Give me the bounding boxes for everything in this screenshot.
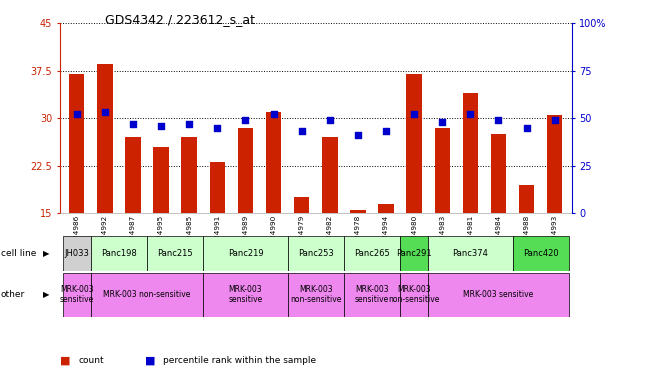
- Point: [156, 122, 166, 129]
- Point: [212, 124, 223, 131]
- Bar: [182, 137, 197, 213]
- Text: Panc253: Panc253: [298, 249, 333, 258]
- Bar: [547, 115, 562, 213]
- Bar: [512, 236, 569, 271]
- Bar: [428, 273, 569, 317]
- Point: [72, 111, 82, 118]
- Bar: [344, 236, 400, 271]
- Point: [128, 121, 138, 127]
- Bar: [266, 112, 281, 213]
- Bar: [428, 236, 512, 271]
- Text: ■: ■: [60, 356, 70, 366]
- Text: Panc265: Panc265: [354, 249, 390, 258]
- Bar: [203, 273, 288, 317]
- Bar: [288, 236, 344, 271]
- Point: [268, 111, 279, 118]
- Text: MRK-003
non-sensitive: MRK-003 non-sensitive: [290, 285, 341, 305]
- Text: other: other: [1, 290, 25, 299]
- Bar: [62, 273, 91, 317]
- Bar: [491, 134, 506, 213]
- Bar: [400, 273, 428, 317]
- Bar: [519, 185, 534, 213]
- Text: MRK-003 non-sensitive: MRK-003 non-sensitive: [104, 290, 191, 299]
- Bar: [203, 236, 288, 271]
- Bar: [406, 74, 422, 213]
- Point: [437, 119, 447, 125]
- Text: Panc374: Panc374: [452, 249, 488, 258]
- Text: Panc291: Panc291: [396, 249, 432, 258]
- Point: [493, 117, 504, 123]
- Bar: [210, 162, 225, 213]
- Text: MRK-003
sensitive: MRK-003 sensitive: [229, 285, 262, 305]
- Text: ■: ■: [145, 356, 155, 366]
- Bar: [350, 210, 366, 213]
- Bar: [154, 147, 169, 213]
- Bar: [147, 236, 203, 271]
- Text: Panc215: Panc215: [158, 249, 193, 258]
- Text: MRK-003 sensitive: MRK-003 sensitive: [464, 290, 534, 299]
- Bar: [344, 273, 400, 317]
- Point: [381, 128, 391, 134]
- Bar: [322, 137, 337, 213]
- Text: MRK-003
non-sensitive: MRK-003 non-sensitive: [389, 285, 440, 305]
- Text: percentile rank within the sample: percentile rank within the sample: [163, 356, 316, 366]
- Point: [184, 121, 195, 127]
- Text: count: count: [78, 356, 104, 366]
- Bar: [69, 74, 85, 213]
- Bar: [378, 204, 394, 213]
- Text: MRK-003
sensitive: MRK-003 sensitive: [355, 285, 389, 305]
- Bar: [91, 236, 147, 271]
- Text: JH033: JH033: [64, 249, 89, 258]
- Point: [100, 109, 110, 116]
- Bar: [294, 197, 309, 213]
- Bar: [97, 64, 113, 213]
- Text: ▶: ▶: [43, 290, 49, 299]
- Bar: [400, 236, 428, 271]
- Point: [240, 117, 251, 123]
- Bar: [434, 127, 450, 213]
- Text: Panc219: Panc219: [228, 249, 263, 258]
- Text: cell line: cell line: [1, 249, 36, 258]
- Point: [325, 117, 335, 123]
- Point: [521, 124, 532, 131]
- Text: MRK-003
sensitive: MRK-003 sensitive: [60, 285, 94, 305]
- Bar: [238, 127, 253, 213]
- Text: Panc198: Panc198: [101, 249, 137, 258]
- Bar: [463, 93, 478, 213]
- Point: [409, 111, 419, 118]
- Point: [296, 128, 307, 134]
- Bar: [288, 273, 344, 317]
- Point: [465, 111, 476, 118]
- Bar: [62, 236, 91, 271]
- Point: [549, 117, 560, 123]
- Bar: [125, 137, 141, 213]
- Point: [353, 132, 363, 138]
- Bar: [91, 273, 203, 317]
- Text: Panc420: Panc420: [523, 249, 559, 258]
- Text: GDS4342 / 223612_s_at: GDS4342 / 223612_s_at: [105, 13, 255, 26]
- Text: ▶: ▶: [43, 249, 49, 258]
